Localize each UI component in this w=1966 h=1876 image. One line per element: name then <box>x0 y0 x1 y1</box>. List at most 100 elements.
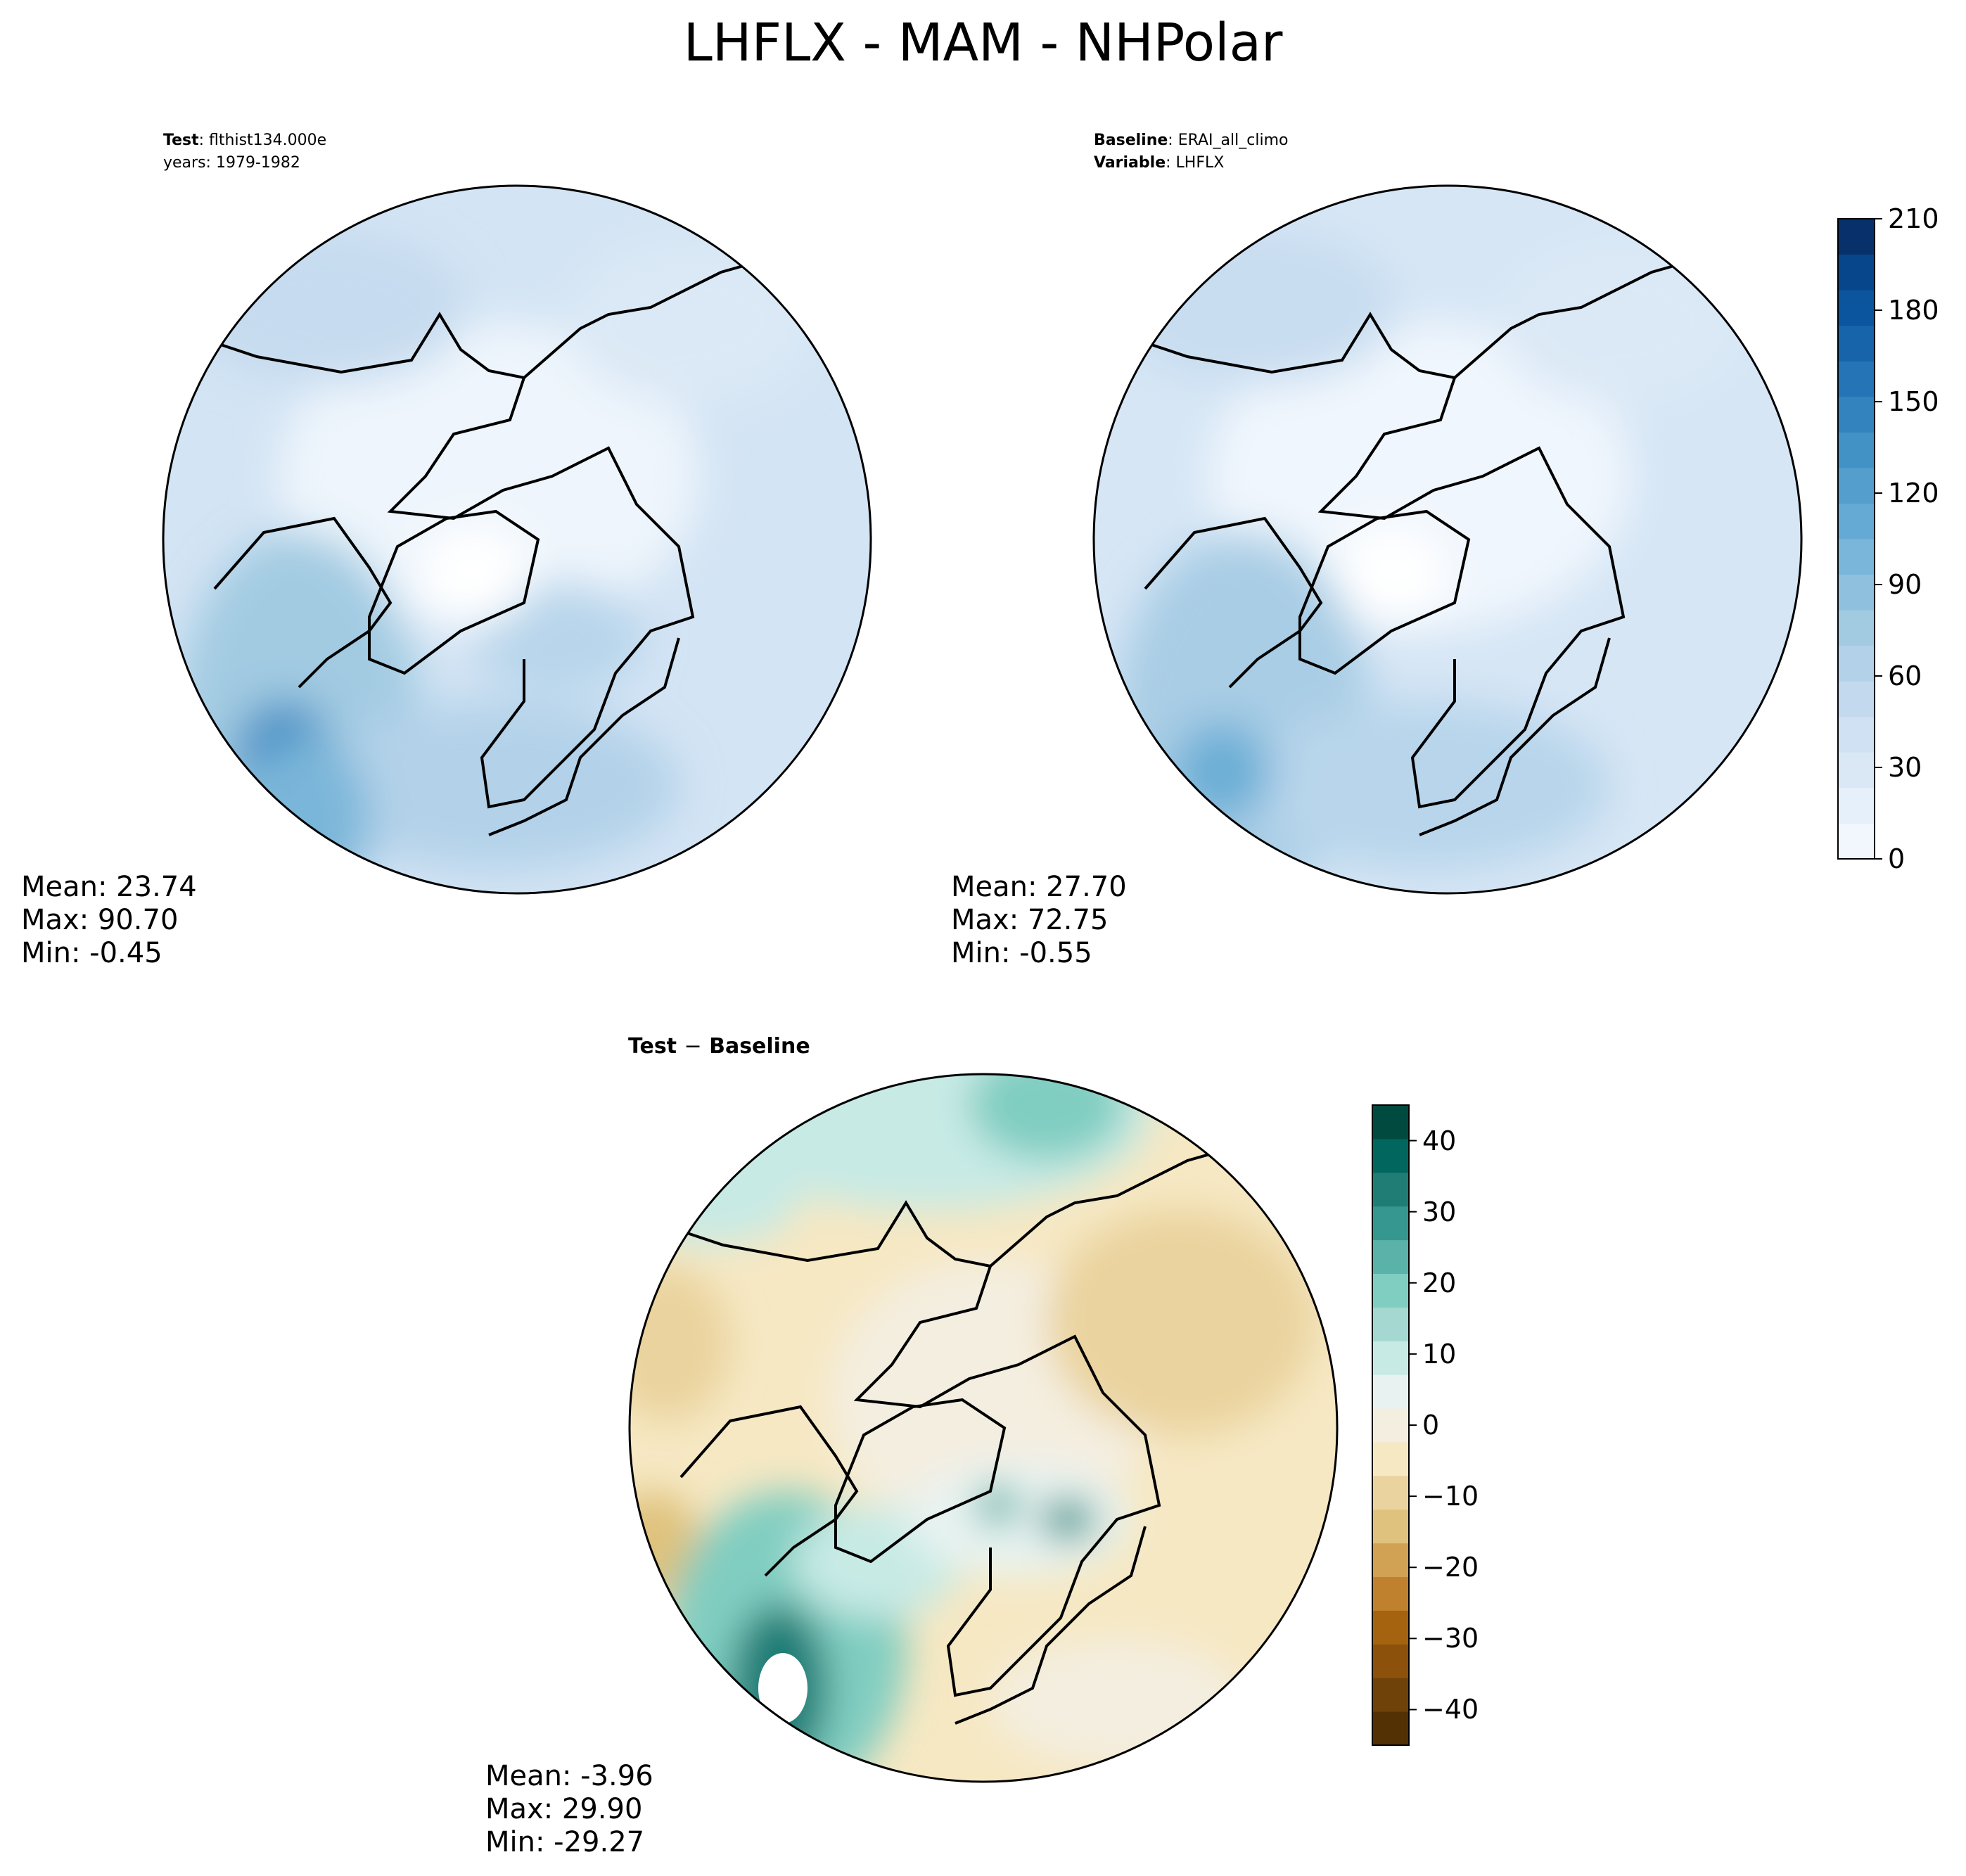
europe-coast <box>1419 637 1611 836</box>
colorbar-band <box>1838 574 1875 611</box>
diff-panel-title: Test − Baseline <box>628 1034 810 1059</box>
variable-label-value: LHFLX <box>1175 154 1225 172</box>
colorbar-band <box>1372 1307 1409 1341</box>
colorbar-tick-label: 20 <box>1422 1267 1457 1298</box>
colorbar-band <box>1372 1273 1409 1308</box>
colorbar-main-bands <box>1838 219 1875 860</box>
baseline-panel-header: Baseline: ERAI_all_climo Variable: LHFLX <box>1094 132 1289 172</box>
test-label-value: flthist134.000e <box>209 132 327 149</box>
colorbar-band <box>1838 539 1875 575</box>
baseline-polar-map <box>1092 184 1803 895</box>
colorbar-band <box>1838 752 1875 789</box>
colorbar-band <box>1372 1678 1409 1712</box>
colorbar-diff <box>1372 1104 1417 1746</box>
colorbar-band <box>1838 503 1875 540</box>
colorbar-tick-label: 40 <box>1422 1125 1457 1156</box>
colorbar-band <box>1838 432 1875 468</box>
colorbar-band <box>1372 1543 1409 1578</box>
canada-coast <box>1144 516 1323 689</box>
diff-min: Min: -29.27 <box>485 1826 645 1858</box>
colorbar-band <box>1838 645 1875 682</box>
arctic-coast <box>853 1265 1161 1697</box>
colorbar-tick-label: 150 <box>1888 386 1939 417</box>
greenland-outline <box>834 1398 1007 1564</box>
colorbar-tick-label: −20 <box>1422 1552 1479 1583</box>
diff-title-left: Test <box>628 1034 677 1059</box>
diff-polar-map <box>628 1073 1339 1783</box>
colorbar-band <box>1838 610 1875 646</box>
colorbar-band <box>1838 467 1875 504</box>
canada-coast <box>213 516 392 689</box>
colorbar-main <box>1837 218 1882 860</box>
colorbar-tick-label: 0 <box>1888 843 1906 874</box>
colorbar-band <box>1838 254 1875 291</box>
colorbar-band <box>1372 1105 1409 1140</box>
test-polar-map <box>162 184 872 895</box>
diff-stats: Mean: -3.96 Max: 29.90 Min: -29.27 <box>485 1760 653 1859</box>
colorbar-band <box>1838 290 1875 326</box>
colorbar-tick-label: −30 <box>1422 1623 1479 1654</box>
colorbar-band <box>1372 1341 1409 1375</box>
test-panel-header: Test: flthist134.000e years: 1979-1982 <box>163 129 326 174</box>
colorbar-diff-bands <box>1372 1105 1409 1746</box>
colorbar-band <box>1372 1576 1409 1611</box>
colorbar-band <box>1372 1138 1409 1173</box>
colorbar-tick-label: 120 <box>1888 478 1939 509</box>
colorbar-band <box>1372 1509 1409 1544</box>
colorbar-band <box>1838 681 1875 717</box>
test-years: years: 1979-1982 <box>163 154 300 172</box>
colorbar-band <box>1372 1206 1409 1241</box>
colorbar-tick-label: 60 <box>1888 661 1922 691</box>
figure-title: LHFLX - MAM - NHPolar <box>683 13 1283 73</box>
colorbar-diff-ticks <box>1409 1140 1417 1711</box>
colorbar-tick-label: 0 <box>1422 1410 1440 1441</box>
colorbar-band <box>1372 1711 1409 1746</box>
colorbar-band <box>1372 1239 1409 1274</box>
colorbar-tick-label: 90 <box>1888 569 1922 600</box>
test-mean: Mean: 23.74 <box>21 871 197 903</box>
colorbar-band <box>1838 716 1875 753</box>
colorbar-tick-label: 210 <box>1888 203 1939 234</box>
diff-max: Max: 29.90 <box>485 1793 643 1825</box>
colorbar-main-frame <box>1837 218 1875 860</box>
colorbar-tick-label: 30 <box>1422 1196 1457 1227</box>
colorbar-tick-label: −10 <box>1422 1481 1479 1512</box>
baseline-max: Max: 72.75 <box>951 904 1109 936</box>
colorbar-main-ticks <box>1875 218 1882 860</box>
colorbar-tick-label: −40 <box>1422 1694 1479 1725</box>
colorbar-band <box>1372 1475 1409 1510</box>
colorbar-tick-label: 180 <box>1888 295 1939 326</box>
europe-coast <box>488 637 680 836</box>
test-label-key: Test <box>163 132 199 149</box>
colorbar-tick-label: 10 <box>1422 1338 1457 1370</box>
test-max: Max: 90.70 <box>21 904 179 936</box>
baseline-mean: Mean: 27.70 <box>951 871 1127 903</box>
test-min: Min: -0.45 <box>21 937 162 969</box>
diff-title-right: Baseline <box>709 1034 810 1059</box>
greenland-outline <box>368 509 540 675</box>
arctic-coast <box>387 377 695 809</box>
arctic-coast <box>1317 377 1626 809</box>
colorbar-band <box>1838 823 1875 860</box>
variable-label-key: Variable <box>1094 154 1166 172</box>
colorbar-band <box>1372 1172 1409 1207</box>
colorbar-band <box>1838 396 1875 433</box>
greenland-outline <box>1298 509 1471 675</box>
colorbar-band <box>1838 361 1875 397</box>
diff-mean: Mean: -3.96 <box>485 1760 653 1792</box>
test-stats: Mean: 23.74 Max: 90.70 Min: -0.45 <box>21 871 197 970</box>
baseline-min: Min: -0.55 <box>951 937 1092 969</box>
europe-coast <box>955 1526 1147 1725</box>
canada-coast <box>679 1405 859 1577</box>
colorbar-band <box>1372 1408 1409 1443</box>
colorbar-band <box>1372 1644 1409 1678</box>
diff-title-op: − <box>684 1034 702 1059</box>
baseline-label-key: Baseline <box>1094 132 1168 149</box>
colorbar-tick-label: 30 <box>1888 752 1922 783</box>
colorbar-band <box>1372 1610 1409 1645</box>
colorbar-band <box>1838 787 1875 824</box>
colorbar-band <box>1372 1441 1409 1476</box>
colorbar-band <box>1838 219 1875 255</box>
baseline-label-value: ERAI_all_climo <box>1177 132 1289 149</box>
colorbar-band <box>1838 325 1875 362</box>
